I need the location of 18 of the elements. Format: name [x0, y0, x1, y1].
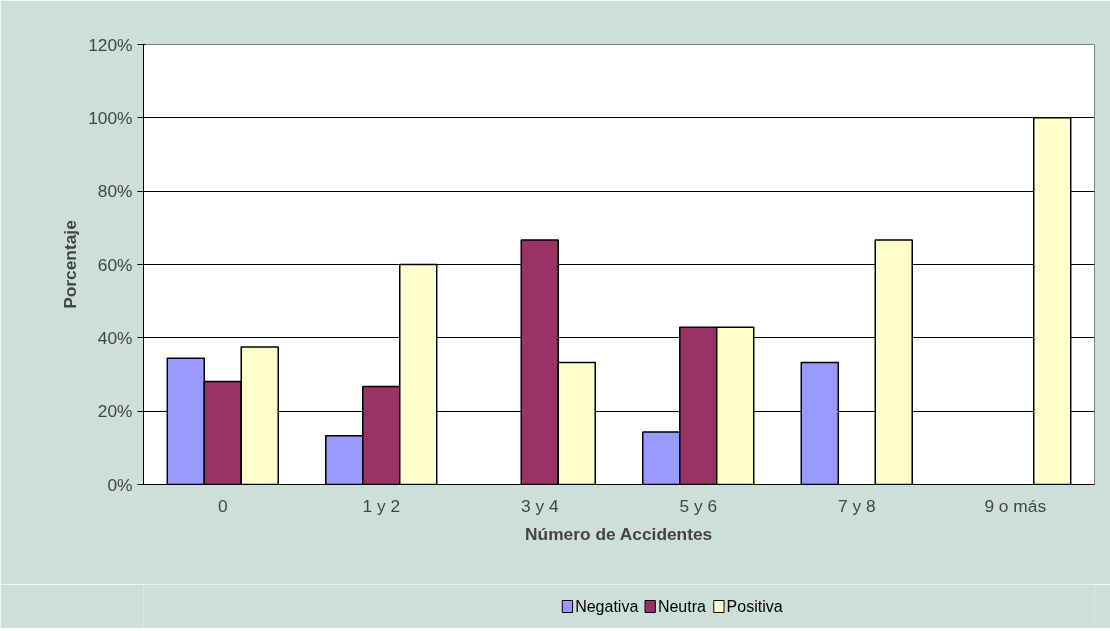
x-tick-label: 0 — [217, 495, 228, 516]
x-tick-label: 9 o más — [984, 495, 1047, 516]
y-tick-label: 60% — [97, 254, 133, 275]
legend-label: Negativa — [575, 598, 639, 615]
legend-label: Positiva — [726, 598, 783, 615]
y-tick-label: 100% — [88, 107, 133, 128]
y-tick-label: 80% — [97, 181, 133, 202]
y-tick-label: 20% — [97, 401, 133, 422]
y-tick-label: 40% — [97, 327, 133, 348]
x-axis-title: Número de Accidentes — [525, 523, 713, 544]
legend-label: Neutra — [657, 598, 707, 615]
x-tick-label: 7 y 8 — [837, 495, 876, 516]
y-tick-label: 0% — [107, 474, 133, 495]
x-tick-label: 5 y 6 — [679, 495, 718, 516]
x-tick-label: 1 y 2 — [362, 495, 401, 516]
x-tick-label: 3 y 4 — [520, 495, 559, 516]
y-axis-title: Porcentaje — [60, 219, 81, 309]
y-tick-label: 120% — [88, 34, 133, 55]
